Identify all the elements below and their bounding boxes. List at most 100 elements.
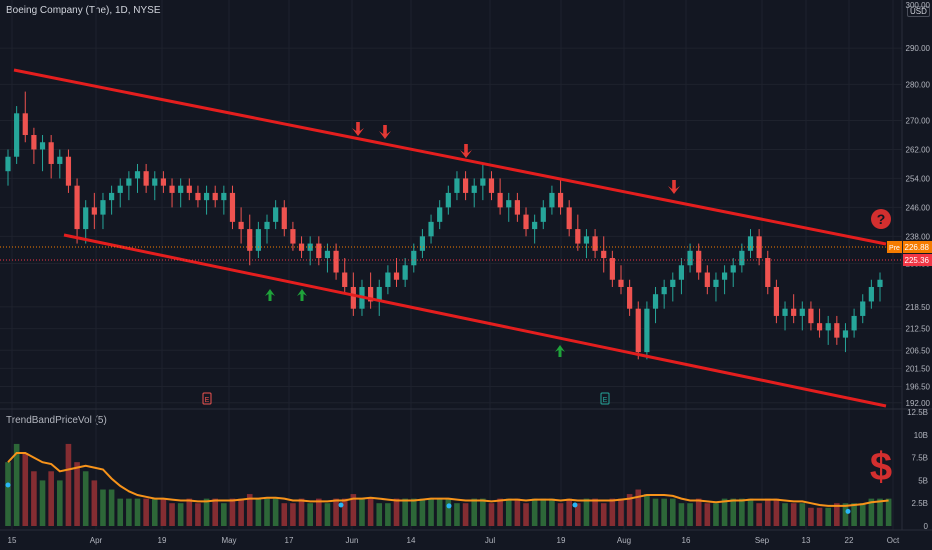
volume-tick-label: 10B: [914, 431, 928, 440]
candle-body: [601, 250, 607, 259]
candle-body: [704, 272, 710, 287]
volume-bar: [739, 498, 745, 526]
candle-body: [825, 323, 831, 331]
volume-bar: [221, 503, 227, 526]
price-tick-label-top: 300.00: [906, 1, 931, 10]
candle-body: [117, 185, 123, 193]
price-tick-label: 206.50: [906, 346, 931, 355]
candle-body: [730, 265, 736, 273]
candle-body: [134, 171, 141, 179]
currency-badge[interactable]: USD: [907, 6, 930, 17]
prev-price-tag: [903, 254, 932, 266]
candle-body: [376, 286, 382, 302]
volume-bar: [713, 503, 719, 526]
volume-bar: [462, 503, 469, 526]
price-tick-label: 218.50: [906, 303, 931, 312]
time-tick-label: Oct: [887, 536, 900, 545]
candle-body: [462, 178, 469, 193]
price-tick-label: 238.00: [906, 232, 931, 241]
candle-body: [290, 229, 296, 244]
volume-signal-dot: [5, 482, 11, 488]
volume-bar: [531, 498, 538, 526]
candle-body: [31, 135, 37, 150]
volume-bar: [834, 503, 840, 526]
question-mark-glyph: ?: [877, 211, 886, 227]
volume-bar: [419, 498, 426, 526]
candle-body: [868, 286, 874, 302]
price-tick-label: 290.00: [906, 44, 931, 53]
volume-bar: [238, 498, 244, 526]
candle-body: [523, 214, 529, 230]
volume-bar: [756, 503, 762, 526]
candle-body: [316, 243, 322, 259]
pre-tag-badge: [887, 241, 902, 253]
candle-body: [678, 265, 685, 280]
candle-body: [834, 323, 840, 338]
volume-bar: [203, 498, 210, 526]
volume-bar: [13, 443, 20, 526]
volume-bar: [747, 498, 754, 526]
volume-bar: [290, 503, 296, 526]
prev-price-value: 225.36: [905, 256, 930, 265]
dollar-sign-annotation: $: [870, 445, 892, 489]
down-arrow-icon: [352, 122, 364, 136]
volume-tick-label: 7.5B: [912, 454, 928, 463]
volume-bar: [169, 503, 175, 526]
volume-bar: [108, 489, 115, 526]
candle-body: [402, 265, 408, 280]
earnings-marker-glyph: E: [603, 397, 608, 404]
volume-bar: [773, 498, 780, 526]
volume-bar: [5, 462, 11, 526]
price-tick-label: 192.00: [906, 399, 931, 408]
time-tick-label: 22: [845, 536, 854, 545]
candle-body: [851, 315, 857, 331]
time-tick-label: 17: [285, 536, 294, 545]
candle-body: [618, 279, 624, 287]
volume-bar: [644, 494, 650, 526]
volume-bar: [359, 498, 365, 526]
volume-bar: [298, 498, 305, 526]
candle-body: [773, 286, 779, 316]
volume-bar: [505, 498, 512, 526]
volume-bar: [385, 503, 391, 526]
volume-bar: [393, 498, 400, 526]
price-tick-label: 212.50: [906, 325, 931, 334]
volume-bar: [436, 498, 443, 526]
candle-body: [532, 221, 538, 230]
candle-body: [281, 207, 287, 230]
volume-bar: [687, 503, 693, 526]
volume-bar: [48, 471, 54, 526]
candle-body: [109, 192, 115, 201]
time-tick-label: Apr: [90, 536, 103, 545]
candle-body: [100, 200, 106, 215]
price-chart-title: Boeing Company (The), 1D, NYSE: [6, 5, 161, 16]
candle-body: [549, 192, 555, 208]
time-tick-label: Jun: [346, 536, 359, 545]
volume-bar: [160, 498, 167, 526]
time-tick-label: 16: [682, 536, 691, 545]
volume-tick-label: 2.5B: [912, 499, 928, 508]
volume-signal-dot: [446, 503, 452, 509]
up-arrow-icon: [555, 345, 565, 357]
time-tick-label: Sep: [755, 536, 770, 545]
candle-body: [5, 156, 11, 172]
candle-body: [627, 286, 633, 309]
candle-body: [428, 221, 434, 237]
candle-body: [661, 286, 667, 295]
volume-bar: [307, 503, 313, 526]
time-tick-label: May: [221, 536, 236, 545]
candle-body: [488, 178, 495, 193]
volume-bar: [523, 503, 529, 526]
up-arrow-icon: [297, 289, 307, 301]
volume-bar: [22, 453, 29, 526]
candle-body: [39, 142, 46, 150]
candle-body: [221, 192, 227, 201]
volume-bar: [782, 503, 788, 526]
volume-bar: [661, 498, 667, 526]
time-tick-label: Aug: [617, 536, 631, 545]
candle-body: [713, 279, 719, 287]
volume-bar: [272, 498, 279, 526]
candle-body: [540, 207, 546, 222]
indicator-title[interactable]: TrendBandPriceVol (5): [6, 415, 107, 426]
